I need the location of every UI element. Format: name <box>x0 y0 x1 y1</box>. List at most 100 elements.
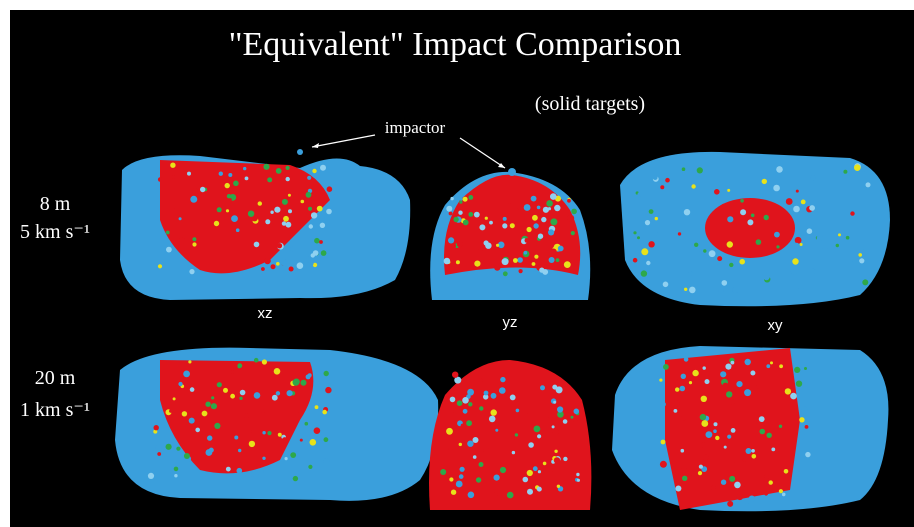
speckle-dot <box>229 198 232 201</box>
speckle-dot <box>468 492 475 499</box>
speckle-dot <box>740 209 746 215</box>
speckle-dot <box>249 441 255 447</box>
speckle-dot <box>261 409 265 413</box>
speckle-dot <box>301 380 307 386</box>
damage-xy-top <box>705 198 795 258</box>
speckle-dot <box>718 289 724 295</box>
speckle-dot <box>538 470 541 473</box>
speckle-dot <box>516 409 520 413</box>
speckle-dot <box>548 229 554 235</box>
speckle-dot <box>767 433 772 438</box>
speckle-dot <box>680 386 686 392</box>
speckle-dot <box>674 409 678 413</box>
speckle-dot <box>258 469 264 475</box>
speckle-dot <box>519 269 523 273</box>
speckle-dot <box>449 212 453 216</box>
speckle-dot <box>211 396 214 399</box>
speckle-dot <box>554 205 560 211</box>
speckle-dot <box>271 264 276 269</box>
speckle-dot <box>287 390 293 396</box>
speckle-dot <box>265 219 270 224</box>
speckle-dot <box>779 489 783 493</box>
speckle-dot <box>305 422 309 426</box>
speckle-dot <box>467 441 473 447</box>
speckle-dot <box>238 449 241 452</box>
speckle-dot <box>476 477 481 482</box>
speckle-dot <box>489 221 493 225</box>
speckle-dot <box>320 165 326 171</box>
speckle-dot <box>543 462 547 466</box>
speckle-dot <box>479 462 484 467</box>
speckle-dot <box>553 401 556 404</box>
speckle-dot <box>681 416 686 421</box>
speckle-dot <box>295 188 302 195</box>
speckle-dot <box>239 397 242 400</box>
speckle-dot <box>485 243 491 249</box>
speckle-dot <box>551 249 557 255</box>
speckle-dot <box>563 419 568 424</box>
speckle-dot <box>838 233 841 236</box>
speckle-dot <box>633 231 636 234</box>
speckle-dot <box>267 177 272 182</box>
speckle-dot <box>525 238 530 243</box>
speckle-dot <box>766 364 770 368</box>
speckle-dot <box>733 460 736 463</box>
view-label: yz <box>503 314 518 331</box>
speckle-dot <box>276 262 280 266</box>
speckle-dot <box>286 166 290 170</box>
speckle-dot <box>645 220 650 225</box>
speckle-dot <box>270 211 273 214</box>
speckle-dot <box>322 410 327 415</box>
speckle-dot <box>479 406 483 410</box>
speckle-dot <box>274 207 280 213</box>
speckle-dot <box>258 201 262 205</box>
speckle-dot <box>681 449 685 453</box>
speckle-dot <box>701 420 708 427</box>
speckle-dot <box>320 223 325 228</box>
speckle-dot <box>276 168 282 174</box>
speckle-dot <box>548 413 553 418</box>
speckle-dot <box>308 207 312 211</box>
speckle-dot <box>309 224 313 228</box>
speckle-dot <box>533 223 538 228</box>
speckle-dot <box>219 172 223 176</box>
speckle-dot <box>701 396 707 402</box>
speckle-dot <box>507 492 514 499</box>
speckle-dot <box>300 439 303 442</box>
speckle-dot <box>653 175 658 180</box>
speckle-dot <box>558 246 564 252</box>
speckle-dot <box>682 476 687 481</box>
speckle-dot <box>577 479 580 482</box>
speckle-dot <box>771 448 775 452</box>
speckle-dot <box>473 455 477 459</box>
speckle-dot <box>202 411 208 417</box>
speckle-dot <box>665 178 670 183</box>
speckle-dot <box>799 417 804 422</box>
row-speed: 5 km s⁻¹ <box>20 221 90 243</box>
speckle-dot <box>293 476 298 481</box>
speckle-dot <box>321 250 327 256</box>
view-label: xy <box>768 317 784 334</box>
speckle-dot <box>459 474 464 479</box>
speckle-dot <box>699 465 703 469</box>
speckle-dot <box>225 183 230 188</box>
speckle-dot <box>537 206 541 210</box>
speckle-dot <box>727 216 733 222</box>
speckle-dot <box>515 433 518 436</box>
speckle-dot <box>254 392 261 399</box>
speckle-dot <box>792 258 798 264</box>
speckle-dot <box>154 425 159 430</box>
speckle-dot <box>278 433 282 437</box>
speckle-dot <box>314 238 320 244</box>
title: "Equivalent" Impact Comparison <box>229 26 682 63</box>
speckle-dot <box>571 209 577 215</box>
speckle-dot <box>534 426 541 433</box>
speckle-dot <box>655 217 658 220</box>
speckle-dot <box>311 212 317 218</box>
speckle-dot <box>171 208 175 212</box>
speckle-dot <box>262 359 267 364</box>
speckle-dot <box>528 442 534 448</box>
speckle-dot <box>661 440 666 445</box>
speckle-dot <box>502 223 507 228</box>
speckle-dot <box>502 258 509 265</box>
